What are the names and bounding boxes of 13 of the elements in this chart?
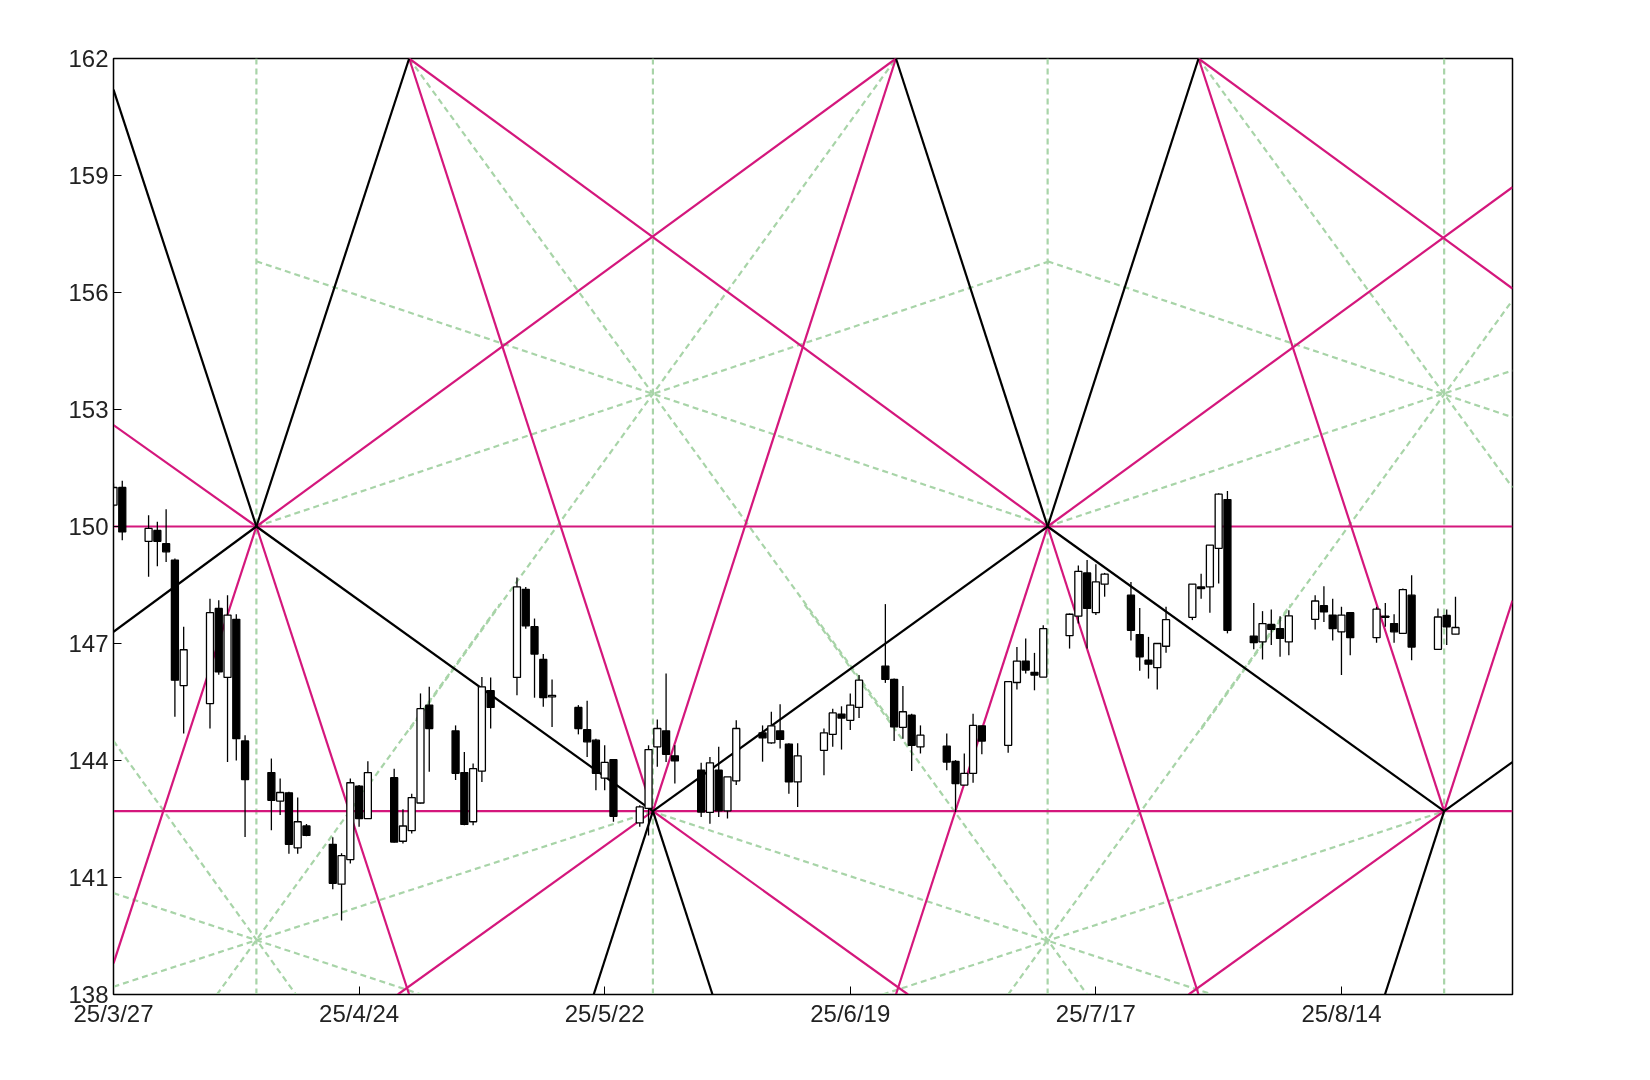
x-tick-label: 25/4/24 <box>319 999 400 1027</box>
x-tick-label: 25/7/17 <box>1055 999 1136 1027</box>
y-tick-label: 156 <box>68 279 109 306</box>
y-tick-label: 159 <box>68 162 109 189</box>
y-tick-label: 141 <box>68 864 109 891</box>
x-tick-label: 25/8/14 <box>1301 999 1382 1027</box>
x-tick-label: 25/6/19 <box>810 999 891 1027</box>
x-tick-label: 25/5/22 <box>564 999 645 1027</box>
y-tick-label: 144 <box>68 747 109 774</box>
y-tick-label: 153 <box>68 396 109 423</box>
y-tick-label: 147 <box>68 630 109 657</box>
y-tick-label: 150 <box>68 513 109 540</box>
y-tick-label: 162 <box>68 45 109 72</box>
